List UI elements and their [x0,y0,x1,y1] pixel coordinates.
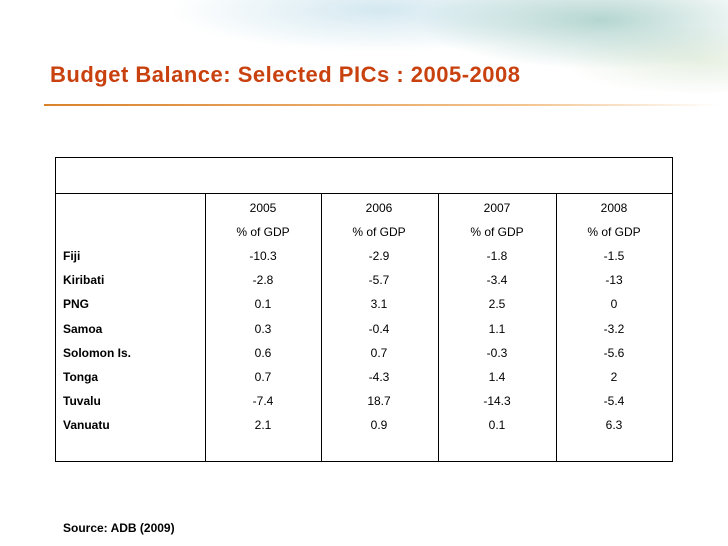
value-cell: -2.8 [252,273,274,288]
value-cell: 0.6 [254,345,272,360]
country-label: Tonga [63,370,99,384]
year-header: 2008 [600,201,628,215]
unit-header: % of GDP [236,225,290,239]
unit-header: % of GDP [352,225,406,239]
value-cell: -7.4 [252,394,274,409]
value-cell: 0.9 [370,418,388,433]
value-cell: 0.3 [254,321,272,336]
column-divider [205,193,206,462]
column-divider [438,193,439,462]
value-cell: -13 [605,273,623,288]
value-cell: -10.3 [249,249,277,263]
value-cell: -14.3 [483,394,511,409]
value-cell: 2.1 [254,418,272,433]
value-cell: -5.4 [603,394,625,409]
slide-title: Budget Balance: Selected PICs : 2005-200… [50,62,521,87]
year-header: 2005 [249,201,277,215]
value-cell: 0.7 [370,345,388,360]
value-cell: -1.5 [603,249,625,263]
value-cell: 2.5 [488,297,506,312]
value-cell: -0.4 [368,321,390,336]
background-image [0,0,728,110]
value-cell: 0 [610,297,618,312]
value-cell: -5.7 [368,273,390,288]
title-rule [44,104,720,106]
source-note: Source: ADB (2009) [63,521,175,535]
value-cell: 2 [610,370,618,384]
value-cell: -2.9 [368,249,390,263]
country-label: Fiji [63,249,81,263]
value-cell: 1.4 [488,370,506,384]
table-frame [55,157,673,462]
country-label: Kiribati [63,273,105,288]
value-cell: -3.2 [603,321,625,336]
country-label: Solomon Is. [63,345,132,360]
value-cell: 6.3 [605,418,623,433]
value-cell: -1.8 [486,249,508,263]
year-header: 2007 [483,201,511,215]
value-cell: 3.1 [370,297,388,312]
value-cell: 0.1 [488,418,506,433]
column-divider [321,193,322,462]
year-header: 2006 [365,201,393,215]
country-label: Tuvalu [63,394,101,409]
unit-header: % of GDP [587,225,641,239]
value-cell: 0.7 [254,370,272,384]
value-cell: -3.4 [486,273,508,288]
unit-header: % of GDP [470,225,524,239]
value-cell: 0.1 [254,297,272,312]
column-divider [556,193,557,462]
country-label: Vanuatu [63,418,110,433]
value-cell: -5.6 [603,345,625,360]
value-cell: -0.3 [486,345,508,360]
value-cell: 1.1 [488,321,506,336]
table-divider [55,193,673,194]
country-label: PNG [63,297,90,312]
value-cell: -4.3 [368,370,390,384]
value-cell: 18.7 [367,394,391,409]
country-label: Samoa [63,321,103,336]
